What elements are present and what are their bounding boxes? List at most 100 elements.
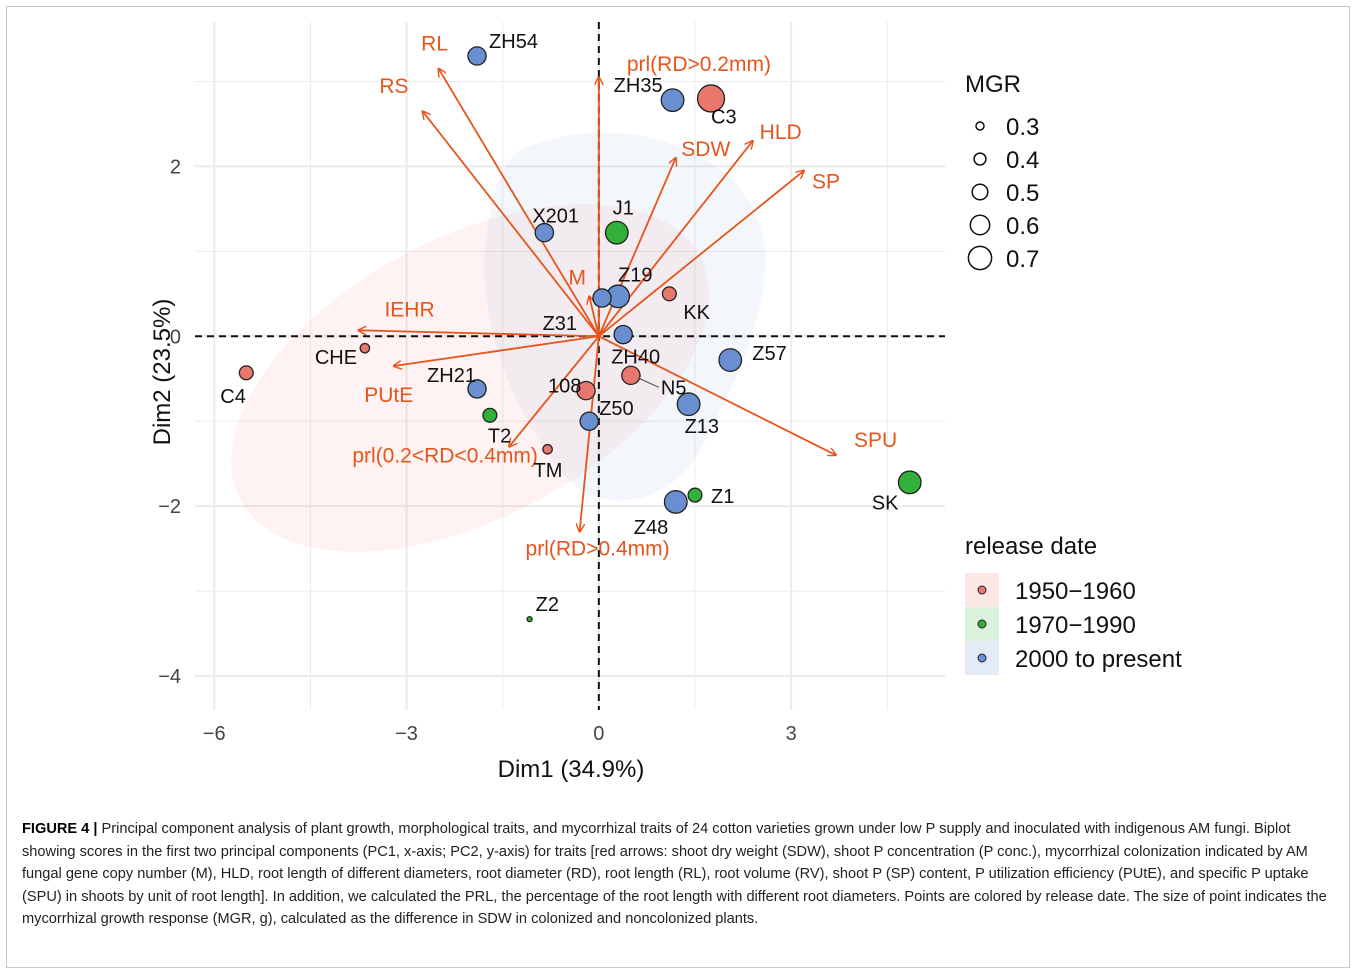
point-ZH54 xyxy=(467,46,487,66)
point-N5 xyxy=(621,365,641,386)
point-SK xyxy=(897,470,922,495)
point-Z57 xyxy=(718,348,743,373)
legend-size-label: 0.4 xyxy=(1006,147,1039,174)
point-108 xyxy=(576,380,596,401)
point-Z31 xyxy=(592,288,612,308)
point-KK xyxy=(661,286,677,302)
x-tick-label: 0 xyxy=(593,723,604,745)
point-Z2 xyxy=(526,615,533,623)
label-leader xyxy=(638,377,660,388)
point-ZH35 xyxy=(660,88,685,113)
point-label: X201 xyxy=(532,206,579,228)
pca-biplot: RL RS prl(RD>0.2mm) SDW HLD SP M IEHR PUtE prl(0.… xyxy=(149,22,1182,783)
point-ZH21 xyxy=(467,379,487,399)
y-tick-label: −4 xyxy=(158,666,181,688)
point-Z50 xyxy=(579,411,599,431)
x-tick-label: −3 xyxy=(395,723,418,745)
point-label: C4 xyxy=(220,386,246,408)
legend-color-label: 1970−1990 xyxy=(1015,612,1136,639)
legend: MGR 0.3 0.4 0.5 0.6 0.7 release date 1950−1960 1… xyxy=(965,71,1182,675)
arrow-label: IEHR xyxy=(384,298,434,321)
point-label: Z13 xyxy=(685,416,719,438)
point-label: ZH54 xyxy=(489,31,538,53)
arrow-SDW xyxy=(598,158,676,337)
arrow-M xyxy=(589,296,600,337)
arrow-label: prl(RD>0.4mm) xyxy=(526,538,670,561)
point-label: TM xyxy=(534,460,563,482)
arrow-label: SP xyxy=(812,171,840,194)
point-Z1 xyxy=(687,487,703,503)
arrow-label: HLD xyxy=(760,121,802,144)
point-label: CHE xyxy=(315,347,357,369)
legend-color-title: release date xyxy=(965,533,1097,560)
caption-label: FIGURE 4 | xyxy=(22,821,98,837)
y-tick-label: −2 xyxy=(158,496,181,518)
arrow-label: SDW xyxy=(681,138,730,161)
grid xyxy=(195,22,945,710)
point-label: N5 xyxy=(661,377,687,399)
arrow-prl(0.2<RD<0.4mm) xyxy=(509,335,600,446)
point-label: C3 xyxy=(711,106,737,128)
legend-size-title: MGR xyxy=(965,71,1021,98)
point-label: ZH35 xyxy=(614,75,663,97)
point-label: J1 xyxy=(613,198,634,220)
caption-text: Principal component analysis of plant gr… xyxy=(22,821,1327,928)
legend-size-label: 0.5 xyxy=(1006,180,1039,207)
point-label: KK xyxy=(683,302,710,324)
legend-color-swatch xyxy=(977,619,987,629)
legend-color-label: 1950−1960 xyxy=(1015,578,1136,605)
arrow-label: prl(0.2<RD<0.4mm) xyxy=(352,445,538,468)
y-tick-label: 0 xyxy=(170,326,181,348)
axis-ticks: −6 −3 0 3 −4 −2 0 2 xyxy=(158,156,797,745)
variable-arrows: RL RS prl(RD>0.2mm) SDW HLD SP M IEHR PUtE prl(0.… xyxy=(352,33,897,561)
point-label: ZH40 xyxy=(611,347,660,369)
point-label: Z19 xyxy=(618,264,652,286)
arrow-prl(RD>0.4mm) xyxy=(580,336,600,531)
point-label: 108 xyxy=(548,376,581,398)
point-label: T2 xyxy=(488,425,511,447)
point-C4 xyxy=(238,365,254,381)
y-tick-label: 2 xyxy=(170,156,181,178)
point-Z13 xyxy=(676,392,701,417)
legend-size-swatch xyxy=(973,152,987,166)
point-ZH40 xyxy=(613,324,633,345)
legend-size-swatch xyxy=(967,245,993,271)
point-TM xyxy=(542,443,553,455)
arrow-PUtE xyxy=(394,335,599,366)
point-C3 xyxy=(696,84,726,113)
point-J1 xyxy=(604,220,629,245)
y-axis-title: Dim2 (23.5%) xyxy=(149,299,176,446)
point-label: SK xyxy=(872,492,899,514)
legend-color-label: 2000 to present xyxy=(1015,646,1182,673)
x-axis-title: Dim1 (34.9%) xyxy=(498,756,645,783)
point-label: Z57 xyxy=(752,343,786,365)
point-T2 xyxy=(482,407,498,423)
arrow-label: SPU xyxy=(854,429,897,452)
legend-size-swatch xyxy=(969,214,991,236)
x-tick-label: 3 xyxy=(786,723,797,745)
arrow-SPU xyxy=(598,335,836,455)
scatter-points xyxy=(238,46,922,623)
point-Z48 xyxy=(663,489,688,514)
point-CHE xyxy=(359,342,371,354)
legend-size-label: 0.6 xyxy=(1006,213,1039,240)
arrow-RL xyxy=(439,69,600,337)
figure-caption: FIGURE 4 | Principal component analysis … xyxy=(22,818,1340,931)
arrow-label: RL xyxy=(421,33,448,56)
legend-color-swatch xyxy=(977,585,987,595)
legend-size-swatch xyxy=(971,183,989,201)
point-labels: ZH54 ZH35 C3 X201 J1 Z19 Z31 KK ZH40 Z57 N5 108 Z13 Z… xyxy=(220,31,899,616)
point-X201 xyxy=(534,222,555,243)
point-label: Z1 xyxy=(711,486,734,508)
x-tick-label: −6 xyxy=(203,723,226,745)
arrow-IEHR xyxy=(358,330,599,338)
figure-frame xyxy=(6,6,1350,968)
legend-size-label: 0.7 xyxy=(1006,246,1039,273)
legend-size-label: 0.3 xyxy=(1006,114,1039,141)
legend-color-swatch xyxy=(977,653,987,663)
arrow-label: M xyxy=(568,266,586,289)
arrow-label: prl(RD>0.2mm) xyxy=(627,53,771,76)
point-label: Z50 xyxy=(599,398,633,420)
legend-size-swatch xyxy=(975,121,985,131)
point-label: ZH21 xyxy=(427,365,476,387)
